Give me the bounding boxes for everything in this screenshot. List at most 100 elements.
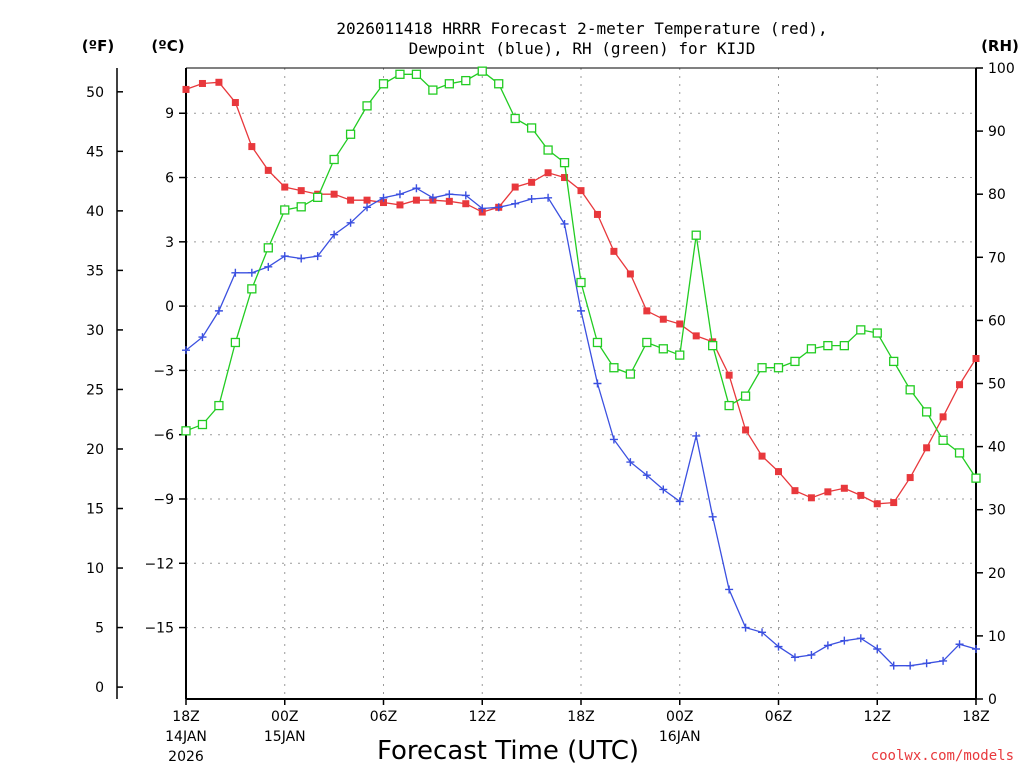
fahrenheit-tick-label: 40	[86, 204, 104, 220]
data-series	[181, 66, 981, 670]
relative-humidity-point	[444, 79, 454, 89]
dewpoint-point	[527, 194, 536, 203]
celsius-tick-label: −3	[153, 363, 174, 379]
temperature-point	[906, 474, 914, 482]
dewpoint-point	[856, 634, 865, 643]
temperature-point	[775, 468, 782, 476]
temperature-point	[972, 355, 980, 363]
temperature-point	[215, 78, 223, 86]
x-axis-label: Forecast Time (UTC)	[377, 736, 639, 766]
temperature-point	[676, 320, 684, 328]
time-tick-label: 12Z	[469, 709, 496, 725]
temperature-point	[824, 488, 832, 496]
rh-tick-label: 100	[988, 61, 1015, 77]
temperature-point	[281, 183, 289, 191]
temperature-point	[528, 178, 536, 186]
temperature-point	[347, 196, 355, 204]
unit-label-rh: (RH)	[981, 37, 1019, 55]
celsius-tick-label: −15	[144, 621, 174, 637]
dewpoint-point	[313, 252, 322, 261]
time-tick-date: 15JAN	[264, 729, 306, 745]
dewpoint-point	[609, 435, 618, 444]
dewpoint-point	[906, 661, 915, 670]
dewpoint-point	[182, 346, 190, 355]
relative-humidity-point	[905, 385, 915, 395]
relative-humidity-point	[971, 473, 981, 483]
temperature-point	[231, 99, 239, 107]
dewpoint-point	[708, 512, 717, 521]
relative-humidity-point	[708, 340, 718, 351]
relative-humidity-point	[658, 344, 668, 354]
rh-tick-label: 60	[988, 313, 1006, 329]
dewpoint-point	[790, 653, 799, 662]
dewpoint-point	[198, 333, 207, 342]
dewpoint-point	[741, 623, 750, 632]
temperature-point	[198, 79, 206, 87]
temperature-point	[956, 381, 964, 389]
temperature-point	[873, 500, 881, 508]
dewpoint-point	[412, 184, 421, 193]
relative-humidity-point	[938, 435, 948, 445]
dewpoint-point	[642, 471, 651, 480]
relative-humidity-point	[806, 344, 817, 354]
relative-humidity-point	[724, 400, 734, 411]
relative-humidity-point	[296, 202, 306, 212]
celsius-tick-label: 9	[165, 106, 174, 122]
time-tick-label: 18Z	[567, 709, 594, 725]
dewpoint-point	[264, 262, 273, 271]
fahrenheit-tick-label: 30	[86, 323, 104, 339]
temperature-point	[511, 183, 519, 191]
relative-humidity-point	[921, 407, 932, 417]
dewpoint-point	[494, 203, 503, 212]
dewpoint-point	[346, 218, 355, 227]
dewpoint-point	[478, 204, 487, 213]
relative-humidity-point	[313, 192, 323, 203]
celsius-tick-label: 0	[165, 299, 174, 315]
rh-tick-label: 50	[988, 377, 1006, 393]
chart-title-line1: 2026011418 HRRR Forecast 2-meter Tempera…	[336, 19, 827, 38]
dewpoint-point	[231, 268, 240, 277]
relative-humidity-point	[461, 75, 471, 86]
dewpoint-point	[955, 640, 964, 649]
dewpoint-point	[939, 656, 948, 665]
relative-humidity-point	[345, 129, 356, 139]
rh-tick-label: 10	[988, 629, 1006, 645]
relative-humidity-point	[773, 363, 784, 373]
relative-humidity-point	[181, 426, 191, 436]
temperature-point	[610, 247, 618, 255]
dewpoint-series	[182, 184, 980, 670]
temperature-point	[643, 307, 651, 315]
temperature-point	[791, 487, 799, 495]
dewpoint-point	[774, 642, 783, 651]
temperature-point	[561, 174, 569, 182]
temperature-point	[330, 190, 338, 198]
temperature-point	[363, 196, 371, 204]
fahrenheit-tick-label: 45	[86, 144, 104, 160]
temperature-point	[923, 444, 931, 452]
relative-humidity-point	[592, 337, 603, 348]
dewpoint-point	[807, 650, 816, 659]
dewpoint-point	[972, 645, 980, 654]
temperature-point	[692, 332, 700, 340]
dewpoint-point	[511, 199, 520, 208]
time-tick-label: 00Z	[666, 709, 693, 725]
rh-tick-label: 40	[988, 440, 1006, 456]
time-tick-date: 14JAN	[165, 729, 207, 745]
time-tick-label: 06Z	[765, 709, 792, 725]
relative-humidity-point	[740, 391, 751, 401]
unit-label-celsius: (ºC)	[151, 37, 184, 55]
relative-humidity-point	[675, 350, 685, 360]
relative-humidity-point	[691, 230, 701, 240]
dewpoint-point	[330, 230, 339, 239]
dewpoint-point	[297, 254, 306, 263]
grid-lines	[186, 68, 976, 699]
celsius-axis-ticks: 9 6 3 0 −3 −6 −9 −12 −15	[144, 106, 186, 637]
relative-humidity-point	[872, 328, 882, 338]
fahrenheit-tick-label: 35	[86, 263, 104, 279]
rh-tick-label: 80	[988, 187, 1006, 203]
dewpoint-point	[560, 219, 569, 228]
relative-humidity-point	[378, 79, 389, 89]
celsius-tick-label: −9	[153, 492, 174, 508]
temperature-point	[297, 187, 305, 195]
temperature-point	[412, 196, 420, 204]
